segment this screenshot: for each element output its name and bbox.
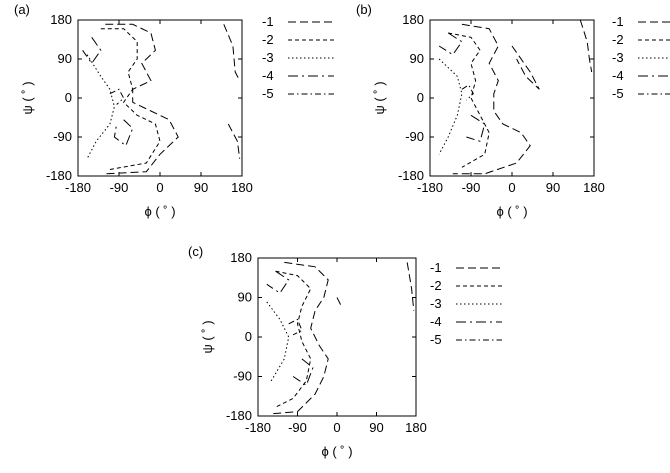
- contour-line-level-1: [511, 45, 540, 90]
- legend-label: -3: [612, 50, 624, 65]
- legend-label: -2: [612, 32, 624, 47]
- legend-label: -1: [612, 14, 624, 29]
- y-tick-label: 90: [58, 51, 72, 66]
- legend-label: -2: [262, 32, 274, 47]
- panel-label: (c): [188, 244, 203, 259]
- x-tick-label: 90: [369, 420, 383, 435]
- contour-line-level-4: [266, 270, 290, 294]
- y-axis-label: ψ ( ˚ ): [200, 320, 215, 353]
- contour-line-level-3: [266, 301, 290, 382]
- plot-frame: [77, 19, 243, 177]
- contour-line-level-1: [271, 261, 329, 415]
- contour-line-level-2: [275, 270, 312, 408]
- contour-line-level-1: [105, 23, 179, 175]
- legend-label: -4: [430, 314, 442, 329]
- y-axis-label: ψ ( ˚ ): [372, 81, 387, 114]
- contour-line-level-1: [452, 23, 531, 175]
- contour-group: [266, 261, 415, 415]
- contour-line-level-1: [336, 297, 342, 307]
- y-tick-label: 0: [245, 329, 252, 344]
- contour-line-level-3: [438, 58, 463, 155]
- contour-line-level-1: [406, 262, 415, 311]
- contour-line-level-5: [288, 318, 303, 336]
- contour-line-level-1: [223, 24, 241, 81]
- x-axis-label: ϕ ( ˚ ): [144, 204, 175, 219]
- contour-line-level-1: [579, 20, 593, 73]
- x-axis-label: ϕ ( ˚ ): [496, 204, 527, 219]
- legend-label: -1: [430, 260, 442, 275]
- x-tick-label: -90: [462, 180, 481, 195]
- panel-label: (b): [356, 2, 372, 17]
- contour-line-level-4: [466, 114, 486, 142]
- plot-frame: [257, 257, 417, 417]
- x-tick-label: 0: [156, 180, 163, 195]
- legend-label: -4: [612, 68, 624, 83]
- chart-panel-1: (a) -180 -90 0 90 180 180 90 0 -90 -180 ϕ ( ˚ ) ψ ( …: [14, 2, 334, 219]
- y-tick-label: 180: [50, 12, 72, 27]
- legend-label: -3: [430, 296, 442, 311]
- y-axis-label: ψ ( ˚ ): [20, 81, 35, 114]
- chart-panel-3: (c) -180 -90 0 90 180 180 90 0 -90 -180 ϕ ( ˚ ) ψ ( …: [188, 244, 502, 459]
- y-tick-label: 180: [402, 12, 424, 27]
- contour-line-level-4: [82, 37, 102, 65]
- contour-line-level-4: [292, 358, 314, 387]
- contour-group: [438, 20, 593, 175]
- x-tick-label: 0: [333, 420, 340, 435]
- legend-label: -4: [262, 68, 274, 83]
- x-tick-label: 90: [194, 180, 208, 195]
- y-tick-label: -180: [398, 168, 424, 183]
- x-tick-label: -180: [245, 420, 271, 435]
- contour-line-level-2: [448, 32, 490, 168]
- plot-frame: [429, 19, 595, 177]
- y-tick-label: -90: [405, 129, 424, 144]
- x-tick-label: 90: [546, 180, 560, 195]
- contour-line-level-5: [461, 84, 474, 101]
- y-tick-label: 90: [410, 51, 424, 66]
- x-tick-label: -180: [65, 180, 91, 195]
- x-tick-label: 180: [583, 180, 605, 195]
- x-tick-label: 0: [508, 180, 515, 195]
- contour-group: [82, 23, 241, 175]
- y-tick-label: 0: [65, 90, 72, 105]
- y-tick-label: -180: [226, 408, 252, 423]
- x-tick-label: 180: [231, 180, 253, 195]
- y-tick-label: 0: [417, 90, 424, 105]
- contour-line-level-2: [100, 28, 161, 170]
- x-tick-label: 180: [405, 420, 427, 435]
- contour-line-level-1: [227, 123, 241, 159]
- legend-label: -2: [430, 278, 442, 293]
- x-tick-label: -90: [110, 180, 129, 195]
- y-tick-label: -90: [53, 129, 72, 144]
- x-axis-label: ϕ ( ˚ ): [321, 444, 352, 459]
- contour-line-level-3: [86, 54, 115, 159]
- y-tick-label: -90: [233, 369, 252, 384]
- panel-label: (a): [14, 2, 30, 17]
- y-tick-label: 180: [230, 250, 252, 265]
- x-tick-label: -180: [417, 180, 443, 195]
- y-tick-label: -180: [46, 168, 72, 183]
- y-tick-label: 90: [238, 290, 252, 305]
- contour-line-level-5: [109, 88, 125, 105]
- chart-panel-2: (b) -180 -90 0 90 180 180 90 0 -90 -180 ϕ ( ˚ ) ψ ( …: [356, 2, 670, 219]
- contour-line-level-4: [438, 32, 463, 56]
- legend-label: -3: [262, 50, 274, 65]
- legend-label: -5: [262, 86, 274, 101]
- x-tick-label: -90: [288, 420, 307, 435]
- contour-line-level-4: [113, 119, 134, 147]
- legend-label: -1: [262, 14, 274, 29]
- legend-label: -5: [430, 332, 442, 347]
- legend-label: -5: [612, 86, 624, 101]
